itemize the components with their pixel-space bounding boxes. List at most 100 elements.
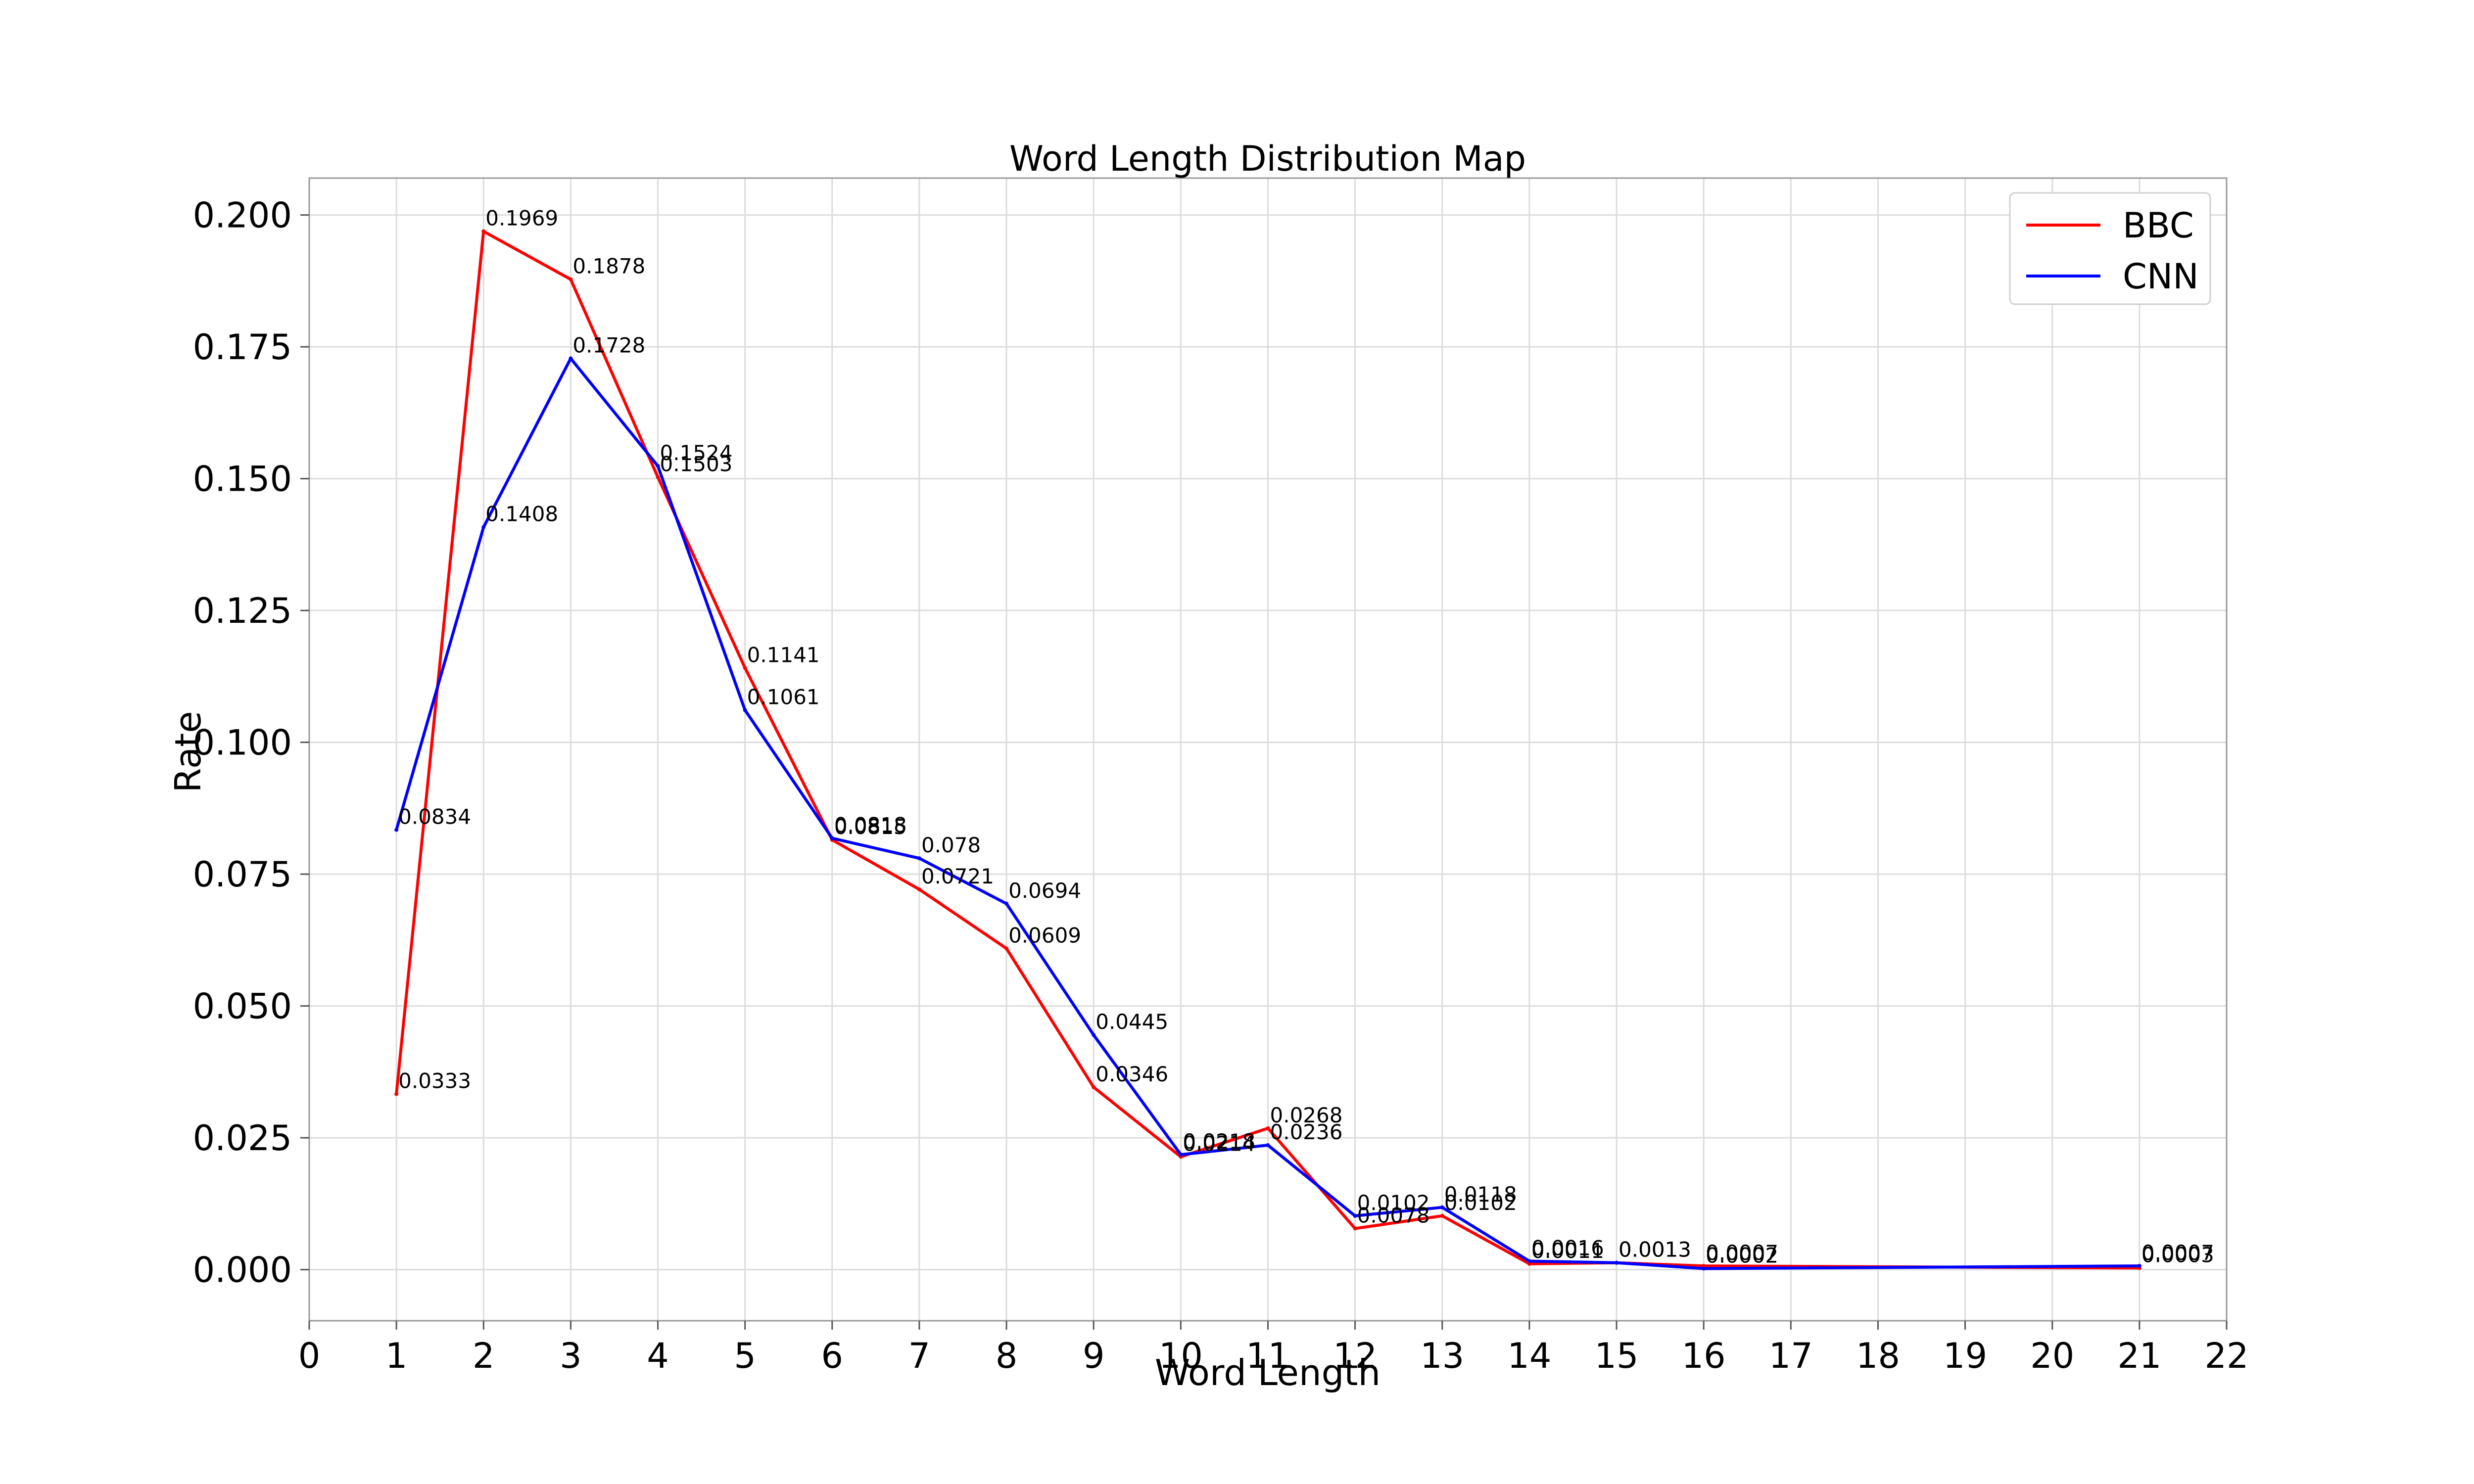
y-tick-label: 0.000: [193, 1250, 292, 1291]
cnn-data-label: 0.0102: [1357, 1191, 1430, 1215]
cnn-legend-label: CNN: [2123, 256, 2199, 297]
cnn-data-label: 0.0834: [398, 805, 471, 829]
bbc-data-label: 0.0815: [834, 815, 907, 839]
x-tick-label: 22: [2204, 1336, 2248, 1376]
x-tick-label: 4: [647, 1336, 669, 1376]
bbc-data-point: [394, 1092, 399, 1096]
x-tick-label: 1: [385, 1336, 408, 1376]
bbc-data-label: 0.0346: [1095, 1062, 1168, 1086]
cnn-data-label: 0.0118: [1444, 1182, 1517, 1206]
cnn-data-point: [1004, 901, 1009, 906]
cnn-data-point: [1353, 1213, 1357, 1218]
cnn-data-label: 0.1061: [747, 685, 820, 709]
x-tick-label: 11: [1246, 1336, 1290, 1376]
x-tick-label: 16: [1682, 1336, 1726, 1376]
x-tick-label: 19: [1943, 1336, 1987, 1376]
x-tick-label: 2: [473, 1336, 495, 1376]
x-axis-label: Word Length: [1155, 1352, 1380, 1393]
bbc-data-point: [569, 277, 573, 281]
cnn-data-label: 0.0218: [1183, 1129, 1255, 1154]
bbc-data-label: 0.0007: [1706, 1241, 1778, 1265]
bbc-data-label: 0.1503: [660, 452, 733, 476]
x-tick-label: 0: [298, 1336, 321, 1376]
x-tick-label: 20: [2030, 1336, 2074, 1376]
x-tick-label: 17: [1769, 1336, 1813, 1376]
cnn-data-label: 0.1728: [572, 333, 645, 358]
cnn-data-label: 0.0007: [2141, 1241, 2214, 1265]
series-lines: [394, 229, 2141, 1271]
bbc-data-point: [917, 887, 921, 892]
x-tick-label: 6: [821, 1336, 844, 1376]
x-tick-label: 9: [1083, 1336, 1105, 1376]
data-labels: 0.0333 0.1969 0.1878 0.1503 0.1141 0.0815 0.07…: [398, 206, 2214, 1268]
bbc-data-label: 0.1969: [485, 206, 558, 231]
x-tick-label: 3: [560, 1336, 582, 1376]
cnn-data-label: 0.0445: [1095, 1010, 1168, 1034]
cnn-data-point: [917, 856, 921, 861]
y-axis-label: Rate: [167, 711, 209, 792]
y-tick-label: 0.025: [193, 1118, 292, 1159]
cnn-data-label: 0.078: [921, 833, 981, 857]
y-tick-label: 0.150: [193, 459, 292, 500]
bbc-data-label: 0.0214: [1183, 1131, 1255, 1156]
cnn-data-point: [1092, 1033, 1096, 1037]
x-tick-label: 18: [1856, 1336, 1900, 1376]
cnn-data-point: [1702, 1266, 1706, 1271]
bbc-data-label: 0.1878: [572, 254, 645, 278]
cnn-data-label: 0.0694: [1008, 879, 1081, 903]
x-axis-ticks: 0 1 2 3 4 5 6 7 8 9 10 11 12 13 14 15 16 17 18 19 20 21 22: [298, 1321, 2249, 1376]
bbc-data-point: [743, 666, 747, 670]
cnn-data-point: [1615, 1260, 1619, 1265]
y-tick-label: 0.125: [193, 591, 292, 631]
bbc-data-label: 0.0268: [1270, 1103, 1343, 1127]
cnn-data-label: 0.0818: [834, 813, 907, 837]
cnn-data-point: [830, 836, 834, 840]
y-tick-label: 0.050: [193, 986, 292, 1027]
bbc-data-label: 0.1141: [747, 643, 820, 667]
cnn-data-point: [1179, 1153, 1183, 1157]
x-tick-label: 14: [1507, 1336, 1551, 1376]
x-tick-label: 15: [1595, 1336, 1639, 1376]
x-tick-label: 13: [1420, 1336, 1464, 1376]
bbc-data-label: 0.0609: [1008, 923, 1081, 947]
cnn-data-label: 0.0016: [1531, 1236, 1604, 1260]
bbc-data-label: 0.0003: [2141, 1243, 2214, 1267]
bbc-data-label: 0.0102: [1444, 1191, 1517, 1215]
bbc-data-point: [1004, 946, 1009, 951]
cnn-data-point: [481, 525, 486, 529]
bbc-data-point: [1353, 1226, 1357, 1231]
cnn-data-point: [1440, 1205, 1444, 1209]
bbc-data-label: 0.0013: [1618, 1238, 1691, 1262]
bbc-data-point: [481, 229, 486, 233]
y-tick-label: 0.075: [193, 854, 292, 895]
y-tick-label: 0.175: [193, 327, 292, 368]
cnn-data-point: [394, 828, 399, 832]
bbc-data-label: 0.0333: [398, 1069, 471, 1093]
y-tick-label: 0.200: [193, 195, 292, 236]
cnn-data-point: [743, 708, 747, 712]
cnn-data-label: 0.0236: [1270, 1120, 1343, 1144]
x-tick-label: 8: [996, 1336, 1018, 1376]
x-tick-label: 12: [1333, 1336, 1377, 1376]
cnn-data-point: [656, 464, 660, 468]
x-tick-label: 7: [908, 1336, 931, 1376]
bbc-data-point: [1092, 1085, 1096, 1089]
cnn-data-label: 0.0002: [1706, 1243, 1778, 1267]
y-axis-ticks: 0.000 0.025 0.050 0.075 0.100 0.125 0.150 0.175…: [193, 195, 309, 1291]
cnn-data-label: 0.1524: [660, 441, 733, 465]
x-tick-label: 21: [2117, 1336, 2161, 1376]
legend: BBC CNN: [2009, 192, 2211, 305]
bbc-data-label: 0.0721: [921, 864, 994, 888]
bbc-data-label: 0.0011: [1531, 1239, 1604, 1263]
bbc-data-point: [1440, 1213, 1444, 1218]
x-tick-label: 10: [1159, 1336, 1203, 1376]
cnn-data-point: [2137, 1264, 2141, 1268]
cnn-data-label: 0.1408: [485, 502, 558, 526]
cnn-data-label: 0.0013: [1618, 1238, 1691, 1262]
bbc-data-label: 0.0078: [1357, 1203, 1430, 1227]
bbc-legend-label: BBC: [2123, 205, 2194, 246]
bbc-data-point: [1266, 1126, 1270, 1130]
cnn-data-point: [1527, 1259, 1531, 1263]
cnn-data-point: [1266, 1143, 1270, 1148]
